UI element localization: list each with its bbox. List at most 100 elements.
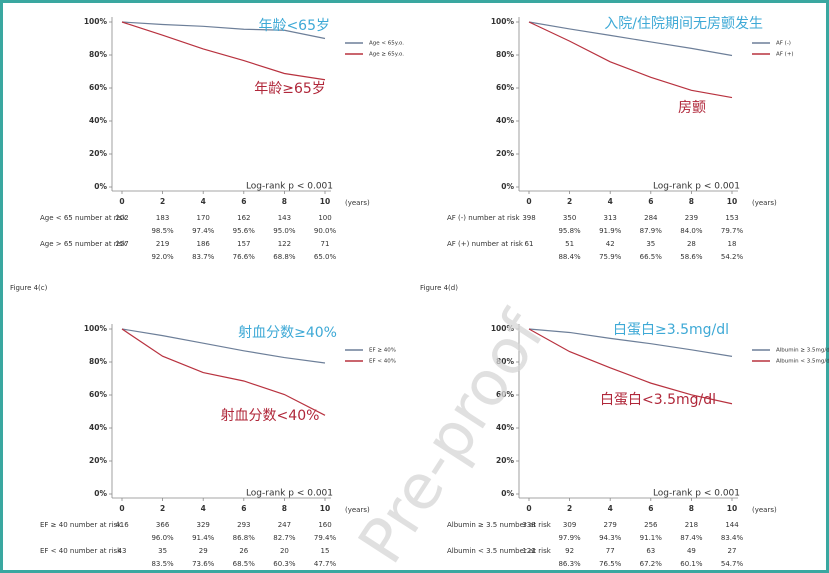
survival-pct: 60.3%	[273, 560, 296, 568]
survival-pct: 54.2%	[721, 253, 744, 261]
x-unit: (years)	[752, 199, 777, 207]
legend-label: AF (+)	[776, 52, 794, 58]
at-risk: 61	[525, 240, 534, 248]
survival-pct: 65.0%	[314, 253, 337, 261]
survival-pct: 97.4%	[192, 227, 215, 235]
at-risk: 157	[237, 240, 250, 248]
x-tick-label: 6	[241, 197, 246, 206]
at-risk: 26	[239, 547, 248, 555]
survival-line	[121, 328, 326, 364]
at-risk: 350	[563, 214, 576, 222]
survival-line	[121, 328, 326, 416]
at-risk: 51	[565, 240, 574, 248]
survival-pct: 68.8%	[273, 253, 296, 261]
survival-pct: 68.5%	[233, 560, 256, 568]
survival-pct: 94.3%	[599, 534, 622, 542]
y-tick-label: 0%	[94, 182, 107, 191]
x-tick-label: 8	[282, 504, 287, 513]
at-risk: 92	[565, 547, 574, 555]
survival-pct: 75.9%	[599, 253, 622, 261]
at-risk: 279	[604, 521, 617, 529]
at-risk: 35	[158, 547, 167, 555]
survival-pct: 82.7%	[273, 534, 296, 542]
survival-pct: 73.6%	[192, 560, 215, 568]
survival-pct: 95.8%	[558, 227, 581, 235]
at-risk: 218	[685, 521, 698, 529]
x-tick-label: 0	[119, 504, 124, 513]
at-risk: 329	[197, 521, 210, 529]
at-risk: 162	[237, 214, 250, 222]
x-unit: (years)	[345, 506, 370, 514]
at-risk: 63	[646, 547, 655, 555]
y-tick-label: 20%	[496, 149, 514, 158]
annotation: 房颤	[678, 100, 706, 116]
figure-label: Figure 4(d)	[420, 284, 458, 292]
at-risk: 219	[156, 240, 169, 248]
at-risk: 18	[728, 240, 737, 248]
at-risk: 153	[725, 214, 738, 222]
survival-line	[528, 328, 733, 405]
x-tick-label: 0	[526, 197, 531, 206]
at-risk: 416	[115, 521, 129, 529]
at-risk: 183	[156, 214, 169, 222]
survival-line	[528, 328, 733, 357]
x-tick-label: 2	[567, 504, 572, 513]
at-risk: 42	[606, 240, 615, 248]
at-risk: 27	[728, 547, 737, 555]
y-tick-label: 80%	[496, 357, 514, 366]
survival-pct: 91.9%	[599, 227, 622, 235]
survival-pct: 84.0%	[680, 227, 703, 235]
y-tick-label: 0%	[501, 182, 514, 191]
survival-pct: 47.7%	[314, 560, 337, 568]
survival-pct: 76.5%	[599, 560, 622, 568]
at-risk: 202	[115, 214, 128, 222]
survival-pct: 58.6%	[680, 253, 703, 261]
at-risk: 100	[318, 214, 331, 222]
survival-pct: 95.0%	[273, 227, 296, 235]
survival-pct: 60.1%	[680, 560, 703, 568]
legend-label: Albumin ≥ 3.5mg/dl	[776, 348, 829, 354]
x-tick-label: 4	[201, 504, 206, 513]
survival-pct: 79.7%	[721, 227, 744, 235]
y-tick-label: 80%	[89, 50, 107, 59]
annotation: 射血分数<40%	[221, 408, 320, 424]
x-tick-label: 0	[526, 504, 531, 513]
at-risk: 313	[604, 214, 617, 222]
y-tick-label: 60%	[89, 83, 107, 92]
y-tick-label: 100%	[491, 17, 515, 26]
x-tick-label: 6	[648, 504, 653, 513]
legend-label: EF < 40%	[369, 359, 396, 365]
x-unit: (years)	[345, 199, 370, 207]
survival-pct: 92.0%	[151, 253, 174, 261]
at-risk: 77	[606, 547, 615, 555]
y-tick-label: 60%	[496, 83, 514, 92]
legend-label: EF ≥ 40%	[369, 348, 396, 354]
survival-line	[528, 21, 733, 99]
survival-pct: 67.2%	[640, 560, 663, 568]
risk-label: AF (-) number at risk	[447, 214, 521, 222]
at-risk: 49	[687, 547, 696, 555]
x-tick-label: 10	[320, 504, 330, 513]
legend-label: Age < 65y.o.	[369, 41, 404, 47]
x-tick-label: 10	[727, 197, 737, 206]
stat: Log-rank p < 0.001	[246, 182, 333, 192]
x-tick-label: 0	[119, 197, 124, 206]
y-tick-label: 20%	[89, 456, 107, 465]
risk-label: AF (+) number at risk	[447, 240, 524, 248]
x-tick-label: 8	[282, 197, 287, 206]
survival-pct: 83.4%	[721, 534, 744, 542]
at-risk: 20	[280, 547, 289, 555]
annotation: 白蛋白≥3.5mg/dl	[613, 322, 729, 338]
at-risk: 257	[115, 240, 128, 248]
at-risk: 28	[687, 240, 696, 248]
at-risk: 71	[321, 240, 330, 248]
figure-label: Figure 4(c)	[10, 284, 48, 292]
stat: Log-rank p < 0.001	[653, 182, 740, 192]
at-risk: 293	[237, 521, 250, 529]
at-risk: 144	[725, 521, 739, 529]
legend-label: Age ≥ 65y.o.	[369, 52, 404, 58]
at-risk: 35	[646, 240, 655, 248]
survival-pct: 91.4%	[192, 534, 215, 542]
y-tick-label: 80%	[89, 357, 107, 366]
